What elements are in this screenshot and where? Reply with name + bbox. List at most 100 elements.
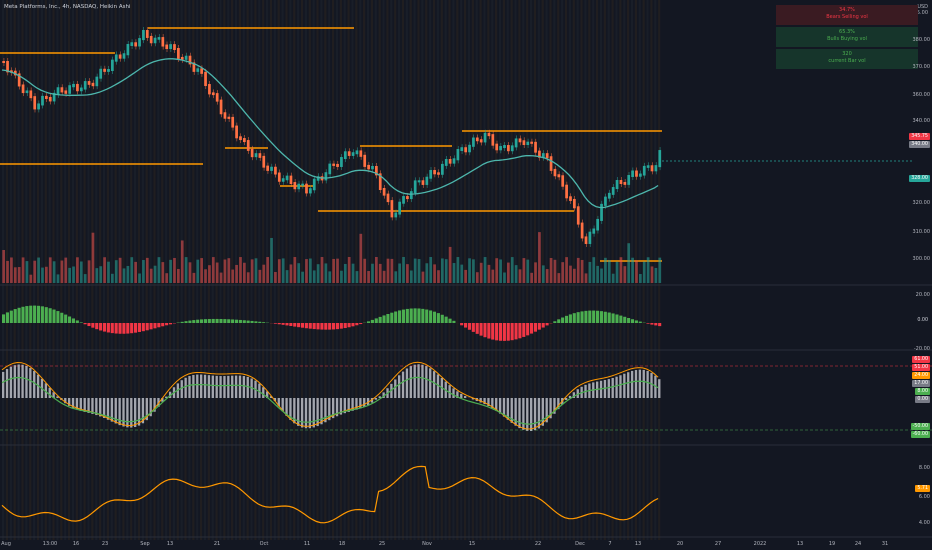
momentum-bar	[308, 323, 312, 329]
volume-bar	[312, 270, 316, 283]
time-tick: 13	[634, 541, 642, 547]
volume-bar	[371, 263, 374, 283]
candle	[262, 155, 266, 168]
volume-oscillator-bar	[537, 398, 541, 429]
time-tick: 13	[796, 541, 804, 547]
candle	[596, 218, 600, 231]
candle	[332, 163, 336, 166]
bulls-buying-box: 65.3% Bulls Buying vol	[776, 27, 918, 47]
volume-oscillator-bar	[262, 387, 265, 398]
volume-bar	[111, 273, 114, 283]
momentum-bar	[48, 308, 52, 323]
candle	[452, 158, 456, 164]
candle	[83, 81, 87, 90]
momentum-bar	[568, 314, 572, 323]
momentum-bar	[588, 310, 592, 323]
bar-vol-label: current Bar vol	[828, 58, 866, 64]
volume-oscillator-bar	[572, 392, 576, 398]
volume-bar	[573, 268, 576, 283]
volume-bar	[76, 257, 79, 283]
momentum-bar	[242, 320, 246, 323]
volume-oscillator-bar	[533, 398, 537, 431]
candle	[305, 183, 308, 194]
candle	[196, 68, 200, 72]
candle	[441, 163, 444, 175]
candle	[553, 168, 557, 177]
candle	[21, 84, 25, 94]
candle	[518, 138, 522, 143]
time-tick: 23	[101, 541, 109, 547]
momentum-bar	[502, 323, 506, 341]
volume-oscillator-bar	[328, 398, 331, 421]
momentum-bar	[654, 323, 658, 326]
time-tick: 22	[534, 541, 542, 547]
volume-oscillator-bar	[118, 398, 121, 426]
volume-bar	[33, 260, 37, 283]
momentum-bar	[285, 323, 289, 326]
momentum-bar	[196, 319, 200, 323]
volume-oscillator-bar	[168, 391, 172, 398]
volume-oscillator-bar	[293, 398, 296, 424]
candle	[118, 54, 122, 59]
volume-oscillator-bar	[44, 383, 48, 398]
momentum-bar	[149, 323, 153, 330]
momentum-bar	[52, 309, 56, 323]
momentum-bar	[102, 323, 107, 332]
candle	[382, 187, 386, 196]
volume-bar	[153, 265, 157, 283]
momentum-bar	[475, 323, 479, 334]
momentum-bar	[537, 323, 541, 330]
candle	[557, 174, 561, 178]
momentum-bar	[60, 312, 64, 323]
volume-bar	[534, 262, 537, 283]
candle	[538, 150, 541, 158]
momentum-bar	[584, 310, 588, 323]
momentum-bar	[83, 323, 87, 325]
volume-bar	[79, 261, 83, 283]
candle	[646, 165, 650, 168]
session-band	[638, 0, 641, 540]
price-pane	[0, 27, 932, 286]
volume-oscillator-bar	[157, 398, 160, 407]
volume-oscillator-bar	[650, 372, 653, 398]
momentum-bar	[262, 322, 266, 323]
momentum-bar	[615, 314, 619, 323]
candle	[639, 173, 642, 177]
momentum-bar	[596, 310, 600, 323]
volume-bar	[219, 272, 223, 283]
momentum-bar	[432, 311, 437, 323]
volume-bar	[507, 262, 510, 283]
volume-bar	[654, 267, 658, 283]
volume-oscillator-bar	[359, 398, 362, 409]
candle	[510, 145, 514, 152]
momentum-bar	[126, 323, 130, 334]
volume-bar	[456, 257, 460, 283]
candle	[468, 144, 471, 153]
candle	[351, 152, 355, 156]
momentum-bar	[429, 310, 433, 323]
candle	[204, 71, 207, 87]
candle	[266, 165, 270, 171]
volume-bar	[208, 265, 211, 283]
momentum-bar	[200, 319, 204, 323]
momentum-oscillator-pane	[0, 305, 932, 351]
volume-bar	[347, 257, 351, 283]
candle	[406, 196, 409, 200]
momentum-bar	[533, 323, 537, 332]
volume-bar	[118, 257, 122, 283]
volume-oscillator-bar	[242, 376, 246, 398]
volume-bar	[355, 271, 359, 283]
volume-oscillator-bar	[219, 376, 222, 398]
momentum-bar	[522, 323, 526, 337]
momentum-bar	[401, 309, 405, 323]
bulls-value: 65.3%	[839, 29, 855, 35]
volume-bar	[246, 272, 250, 283]
volume-bar	[103, 257, 106, 283]
volume-bar	[320, 257, 324, 283]
momentum-bar	[564, 315, 569, 323]
volume-oscillator-bar	[184, 377, 187, 398]
currency-code: USD	[917, 4, 928, 10]
volume-oscillator-pane	[0, 361, 932, 446]
momentum-bar	[553, 321, 557, 323]
